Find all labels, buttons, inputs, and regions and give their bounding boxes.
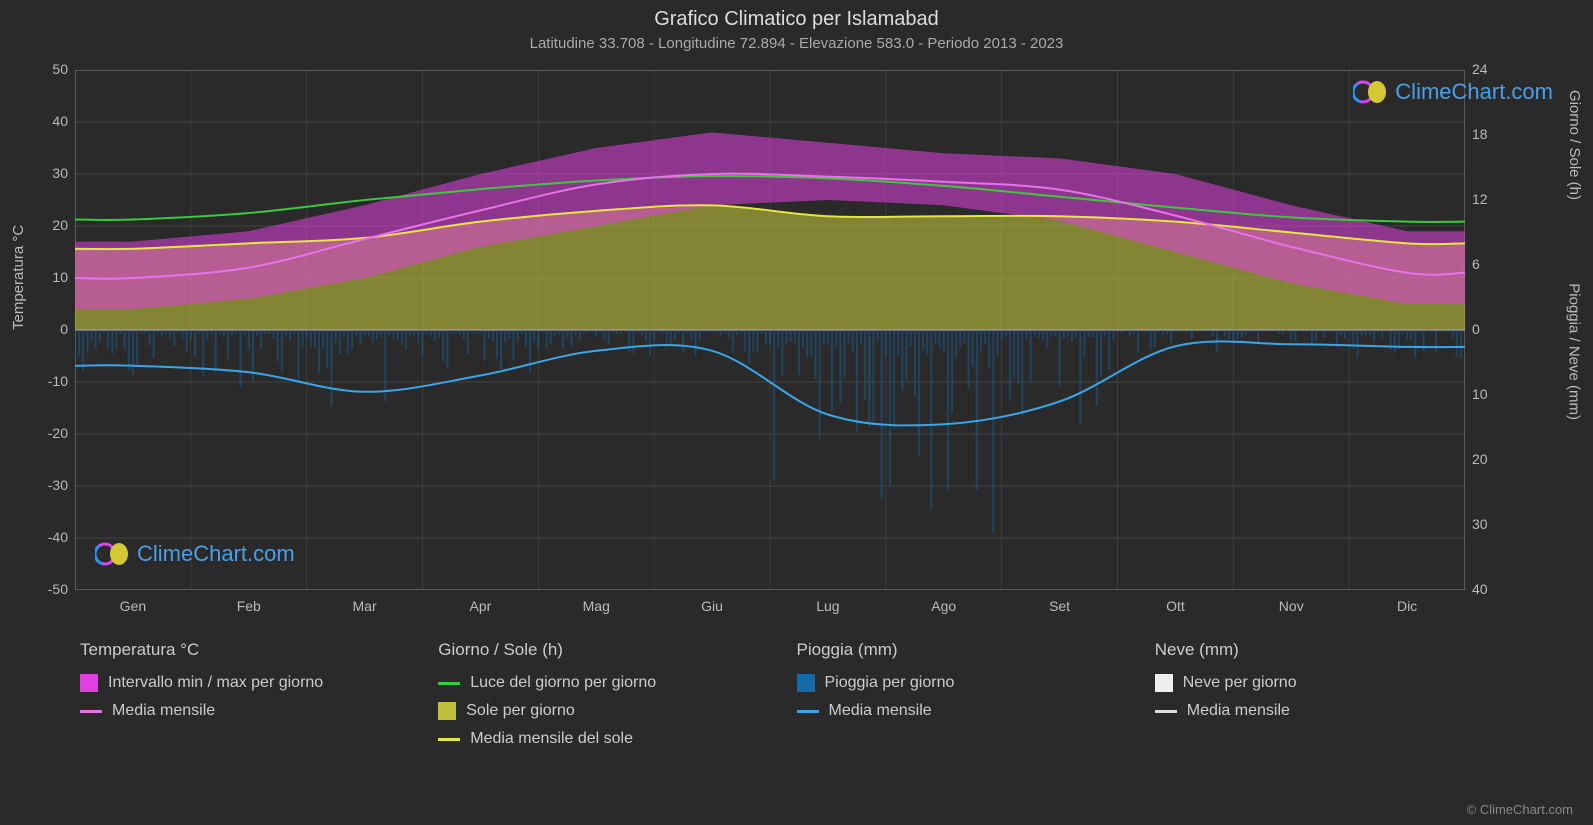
legend-label: Sole per giorno: [466, 702, 575, 720]
xtick-month: Mar: [345, 598, 385, 614]
xtick-month: Giu: [692, 598, 732, 614]
legend: Temperatura °C Intervallo min / max per g…: [80, 640, 1513, 758]
y-axis-right-top-label: Giorno / Sole (h): [1566, 90, 1583, 200]
legend-swatch-line: [797, 710, 819, 713]
legend-item: Pioggia per giorno: [797, 674, 1155, 692]
brand-name: ClimeChart.com: [1395, 79, 1553, 105]
ytick-right-hours: 18: [1472, 126, 1512, 142]
xtick-month: Ago: [924, 598, 964, 614]
legend-swatch-box: [1155, 674, 1173, 692]
logo-icon: [95, 540, 129, 568]
legend-label: Media mensile: [829, 702, 932, 720]
legend-header: Giorno / Sole (h): [438, 640, 796, 660]
climate-chart: Grafico Climatico per Islamabad Latitudi…: [0, 0, 1593, 825]
ytick-right-mm: 20: [1472, 451, 1512, 467]
ytick-right-hours: 6: [1472, 256, 1512, 272]
legend-item: Media mensile: [797, 702, 1155, 720]
ytick-left: 40: [28, 113, 68, 129]
legend-swatch-box: [797, 674, 815, 692]
ytick-left: 10: [28, 269, 68, 285]
legend-header: Neve (mm): [1155, 640, 1513, 660]
legend-label: Media mensile: [1187, 702, 1290, 720]
legend-swatch-line: [1155, 710, 1177, 713]
xtick-month: Apr: [460, 598, 500, 614]
ytick-right-hours: 24: [1472, 61, 1512, 77]
xtick-month: Mag: [576, 598, 616, 614]
legend-swatch-line: [438, 738, 460, 741]
y-axis-left-label: Temperatura °C: [10, 225, 27, 330]
xtick-month: Dic: [1387, 598, 1427, 614]
brand-name: ClimeChart.com: [137, 541, 295, 567]
ytick-right-mm: 30: [1472, 516, 1512, 532]
legend-swatch-box: [80, 674, 98, 692]
legend-swatch-box: [438, 702, 456, 720]
legend-item: Media mensile: [1155, 702, 1513, 720]
legend-item: Luce del giorno per giorno: [438, 674, 796, 692]
legend-swatch-line: [80, 710, 102, 713]
legend-column: Temperatura °C Intervallo min / max per g…: [80, 640, 438, 758]
ytick-right-mm: 40: [1472, 581, 1512, 597]
ytick-left: -40: [28, 529, 68, 545]
legend-item: Intervallo min / max per giorno: [80, 674, 438, 692]
xtick-month: Set: [1040, 598, 1080, 614]
legend-item: Media mensile: [80, 702, 438, 720]
legend-label: Luce del giorno per giorno: [470, 674, 656, 692]
y-axis-right-bottom-label: Pioggia / Neve (mm): [1566, 283, 1583, 420]
xtick-month: Nov: [1271, 598, 1311, 614]
legend-label: Media mensile del sole: [470, 730, 633, 748]
ytick-left: -50: [28, 581, 68, 597]
legend-label: Intervallo min / max per giorno: [108, 674, 323, 692]
legend-label: Media mensile: [112, 702, 215, 720]
ytick-right-hours: 0: [1472, 321, 1512, 337]
legend-swatch-line: [438, 682, 460, 685]
ytick-right-mm: 10: [1472, 386, 1512, 402]
brand-logo-bottom: ClimeChart.com: [95, 540, 295, 568]
legend-column: Giorno / Sole (h) Luce del giorno per gio…: [438, 640, 796, 758]
legend-column: Neve (mm) Neve per giorno Media mensile: [1155, 640, 1513, 758]
legend-column: Pioggia (mm) Pioggia per giorno Media mens…: [797, 640, 1155, 758]
brand-logo-top: ClimeChart.com: [1353, 78, 1553, 106]
legend-header: Temperatura °C: [80, 640, 438, 660]
legend-item: Sole per giorno: [438, 702, 796, 720]
legend-header: Pioggia (mm): [797, 640, 1155, 660]
ytick-left: 50: [28, 61, 68, 77]
xtick-month: Feb: [229, 598, 269, 614]
ytick-right-hours: 12: [1472, 191, 1512, 207]
ytick-left: 30: [28, 165, 68, 181]
chart-title: Grafico Climatico per Islamabad: [0, 0, 1593, 31]
xtick-month: Ott: [1155, 598, 1195, 614]
xtick-month: Gen: [113, 598, 153, 614]
plot-area: [75, 70, 1465, 590]
ytick-left: -10: [28, 373, 68, 389]
legend-label: Neve per giorno: [1183, 674, 1297, 692]
ytick-left: 20: [28, 217, 68, 233]
ytick-left: -20: [28, 425, 68, 441]
legend-item: Media mensile del sole: [438, 730, 796, 748]
legend-item: Neve per giorno: [1155, 674, 1513, 692]
ytick-left: 0: [28, 321, 68, 337]
logo-icon: [1353, 78, 1387, 106]
ytick-left: -30: [28, 477, 68, 493]
xtick-month: Lug: [808, 598, 848, 614]
copyright: © ClimeChart.com: [1467, 802, 1573, 817]
legend-label: Pioggia per giorno: [825, 674, 955, 692]
chart-subtitle: Latitudine 33.708 - Longitudine 72.894 -…: [0, 31, 1593, 52]
